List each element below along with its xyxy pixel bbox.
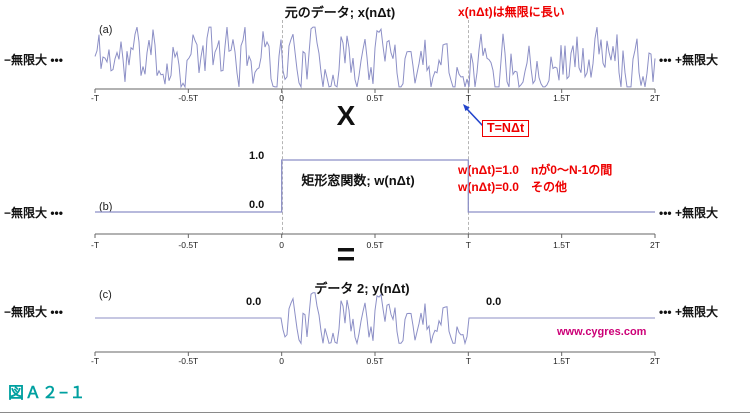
arrow-head-icon xyxy=(463,104,470,112)
tick-label: -0.5T xyxy=(178,356,199,366)
tick-label: T xyxy=(465,356,471,366)
panel-c-neg-infinity-label: −無限大 ••• xyxy=(4,305,63,319)
t-arrow xyxy=(463,104,484,127)
panel-c-index: (c) xyxy=(99,289,112,301)
window-function-line xyxy=(95,159,655,213)
tick-label: -T xyxy=(90,240,100,250)
panel-c-plot xyxy=(94,292,656,356)
tick-label: -T xyxy=(90,93,100,103)
tick-label: 2T xyxy=(650,356,660,366)
tick-label: T xyxy=(465,240,471,250)
panel-a-tick-labels: -T -0.5T 0 0.5T T 1.5T 2T xyxy=(91,93,660,103)
tick-label: 0.5T xyxy=(366,356,384,366)
level-zero-label: 0.0 xyxy=(249,199,265,211)
tick-label: 1.5T xyxy=(553,93,571,103)
panel-b-index: (b) xyxy=(99,201,113,213)
multiply-operator: X xyxy=(336,100,356,131)
window-note-2: w(nΔt)=0.0 その他 xyxy=(458,180,567,194)
panel-c-pos-infinity-label: ••• +無限大 xyxy=(659,305,718,319)
panel-a-plot xyxy=(94,26,656,93)
tick-label: -0.5T xyxy=(178,93,199,103)
tick-label: -T xyxy=(90,356,100,366)
panel-a-pos-infinity-label: ••• +無限大 xyxy=(659,53,718,67)
panel-a-title: 元のデータ; x(nΔt) xyxy=(284,5,396,20)
arrow-line xyxy=(466,108,484,127)
level-one-label: 1.0 xyxy=(249,150,265,162)
panel-b-neg-infinity-label: −無限大 ••• xyxy=(4,206,63,220)
tick-label: 0 xyxy=(279,93,285,103)
tick-label: 0.5T xyxy=(366,93,384,103)
waveform-x xyxy=(94,26,656,89)
bottom-divider xyxy=(0,412,750,413)
tick-label: -0.5T xyxy=(178,240,199,250)
tick-label: 0.5T xyxy=(366,240,384,250)
panel-b-tick-labels: -T -0.5T 0 0.5T T 1.5T 2T xyxy=(91,240,660,250)
panel-c-tickmarks xyxy=(94,352,656,356)
panel-b-pos-infinity-label: ••• +無限大 xyxy=(659,206,718,220)
window-note-1: w(nΔt)=1.0 nが0〜N-1の間 xyxy=(458,163,613,177)
tick-label: 2T xyxy=(650,240,660,250)
t-definition-box: T=NΔt xyxy=(482,120,530,137)
panel-b-title: 矩形窓関数; w(nΔt) xyxy=(301,173,415,188)
watermark-url: www.cygres.com xyxy=(557,326,647,338)
panel-a-index: (a) xyxy=(99,24,113,36)
tick-label: 2T xyxy=(650,93,660,103)
guide-line-zero xyxy=(282,20,283,235)
tick-label: 1.5T xyxy=(553,240,571,250)
figure-caption: 図Ａ２−１ xyxy=(8,385,87,402)
panel-b-tickmarks xyxy=(94,234,656,238)
panel-a-tickmarks xyxy=(94,89,656,93)
guide-line-T xyxy=(468,20,469,235)
tick-label: 0 xyxy=(279,240,285,250)
panel-a-note: x(nΔt)は無限に長い xyxy=(458,5,565,19)
equals-operator: = xyxy=(336,236,356,272)
waveform-y xyxy=(95,292,655,346)
panel-c-tick-labels: -T -0.5T 0 0.5T T 1.5T 2T xyxy=(91,356,660,366)
tick-label: T xyxy=(465,93,471,103)
zero-left-label: 0.0 xyxy=(246,296,262,308)
panel-a-neg-infinity-label: −無限大 ••• xyxy=(4,53,63,67)
tick-label: 1.5T xyxy=(553,356,571,366)
zero-right-label: 0.0 xyxy=(486,296,502,308)
panel-c-title: データ 2; y(nΔt) xyxy=(314,281,410,296)
panel-b-plot xyxy=(94,159,656,238)
tick-label: 0 xyxy=(279,356,285,366)
